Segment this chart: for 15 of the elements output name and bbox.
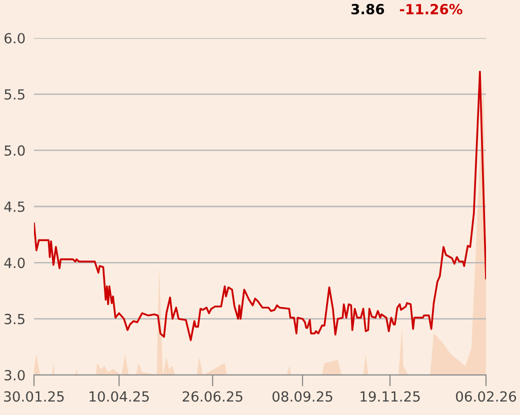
y-tick-label: 3.5 [4, 314, 24, 324]
y-tick-label: 5.5 [4, 89, 24, 100]
text: 3.86 [351, 4, 384, 14]
x-tick-label: 10.04.25 [90, 391, 149, 402]
x-tick-label: 30.01.25 [4, 391, 64, 402]
y-tick-label: 6.0 [4, 32, 25, 44]
x-tick-label: 19.11.25 [360, 391, 420, 402]
y-tick-label: 5.0 [4, 145, 25, 156]
x-tick-label: 26.06.25 [182, 391, 242, 402]
x-tick-label: 06.02.26 [456, 391, 516, 402]
y-tick-label: 4.5 [4, 202, 24, 212]
y-tick-label: 3.0 [4, 370, 25, 380]
x-tick-label: 08.09.25 [272, 391, 332, 402]
y-tick-label: 4.0 [4, 258, 25, 268]
text: -11.26% [400, 4, 462, 14]
